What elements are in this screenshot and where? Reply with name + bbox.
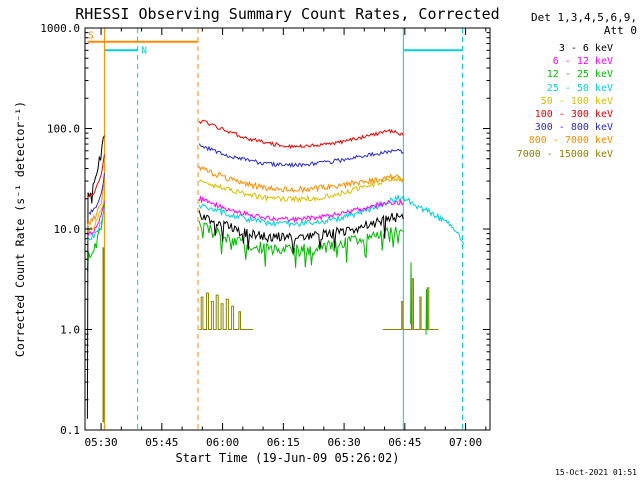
series-6-12-keV <box>86 200 105 238</box>
series-12-25-keV <box>410 262 413 330</box>
legend-entry: 100 - 300 keV <box>534 109 613 121</box>
series-3-6-keV <box>86 135 105 419</box>
axes: 05:30 05:45 06:00 06:15 06:30 06:45 07:00 1000.… <box>40 22 491 449</box>
chart-title: RHESSI Observing Summary Count Rates, Co… <box>75 5 500 23</box>
flag-label-N: N <box>141 45 147 56</box>
creation-timestamp: 15-Oct-2021 01:51 <box>555 468 637 477</box>
plot-frame <box>84 27 491 431</box>
series-12-25-keV <box>425 288 428 335</box>
series-100-300-keV <box>198 119 404 150</box>
legend-detectors-label: Det 1,3,4,5,6,9, <box>531 11 637 24</box>
series-300-800-keV <box>88 173 105 216</box>
legend-entry: 800 - 7000 keV <box>528 135 613 147</box>
series-50-100-keV <box>198 175 404 203</box>
legend-attenuator-label: Att 0 <box>603 24 637 37</box>
y-axis-title: Corrected Count Rate (s⁻¹ detector⁻¹) <box>13 100 27 358</box>
legend-entry: 50 - 100 keV <box>540 95 613 107</box>
series-800-7000-keV <box>198 165 404 194</box>
y-tick-label: 100.0 <box>47 123 80 136</box>
legend-entries: 3 - 6 keV 6 - 12 keV 12 - 25 keV 25 - 50 ke… <box>517 42 613 161</box>
x-tick-label: 06:00 <box>206 436 239 449</box>
series-7000-15000-keV <box>382 278 439 330</box>
x-tick-label: 06:30 <box>328 436 361 449</box>
series-lines <box>86 119 465 423</box>
series-12-25-keV <box>198 220 404 268</box>
series-50-100-keV <box>87 196 105 233</box>
legend: Det 1,3,4,5,6,9, Att 0 3 - 6 keV 6 - 12 k… <box>517 11 637 161</box>
series-7000-15000-keV <box>199 292 254 330</box>
series-12-25-keV <box>86 203 105 272</box>
x-tick-label: 05:30 <box>85 436 118 449</box>
y-tick-label: 1000.0 <box>40 22 80 35</box>
series-100-300-keV <box>87 154 105 198</box>
legend-entry: 25 - 50 keV <box>546 82 613 94</box>
y-tick-label: 10.0 <box>54 223 81 236</box>
series-3-6-keV <box>198 210 404 254</box>
legend-entry: 12 - 25 keV <box>546 69 613 81</box>
event-flags: SN <box>87 28 463 430</box>
y-tick-label: 1.0 <box>60 324 80 337</box>
flag-label-S: S <box>88 31 94 42</box>
y-tick-label: 0.1 <box>60 424 80 437</box>
series-6-12-keV <box>198 195 404 224</box>
series-25-50-keV <box>87 208 105 241</box>
x-tick-label: 06:45 <box>388 436 421 449</box>
series-25-50-keV <box>198 193 465 245</box>
series-800-7000-keV <box>86 183 105 228</box>
legend-entry: 3 - 6 keV <box>558 43 613 54</box>
series-7000-15000-keV <box>102 247 105 423</box>
x-axis-title: Start Time (19-Jun-09 05:26:02) <box>175 451 400 465</box>
series-300-800-keV <box>198 143 404 168</box>
legend-entry: 7000 - 15000 keV <box>516 148 613 160</box>
x-tick-label: 06:15 <box>267 436 300 449</box>
x-tick-label: 05:45 <box>145 436 178 449</box>
legend-entry: 300 - 800 keV <box>534 122 613 134</box>
legend-entry: 6 - 12 keV <box>552 56 613 68</box>
x-tick-label: 07:00 <box>449 436 482 449</box>
